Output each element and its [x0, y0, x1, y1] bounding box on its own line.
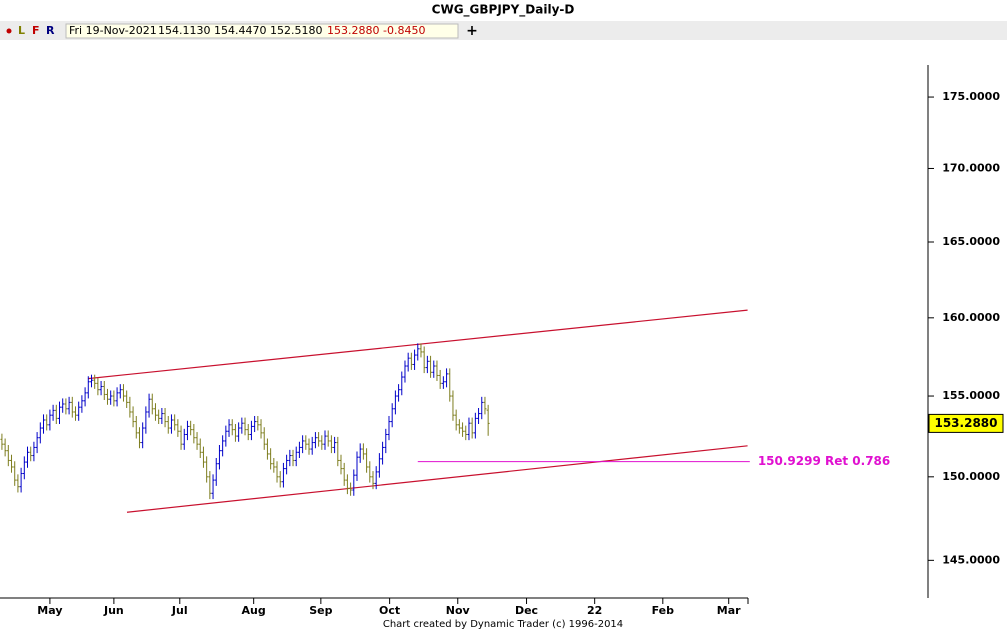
quote-low: 152.5180 [270, 24, 323, 37]
toolbar-button[interactable]: R [46, 24, 55, 37]
quote-close: 153.2880 [327, 24, 380, 37]
x-tick-label: Aug [242, 604, 266, 617]
x-tick-label: Feb [652, 604, 675, 617]
add-button[interactable]: + [466, 23, 478, 39]
y-tick-label: 170.0000 [942, 161, 1000, 174]
trend-line [126, 445, 748, 513]
x-tick-label: May [37, 604, 62, 617]
x-tick-label: Sep [309, 604, 332, 617]
quote-change: -0.8450 [383, 24, 425, 37]
x-tick-label: Nov [446, 604, 471, 617]
x-tick-label: Mar [717, 604, 741, 617]
last-price-label: 153.2880 [934, 416, 997, 430]
toolbar-button[interactable]: L [18, 24, 25, 37]
y-tick-label: 155.0000 [942, 389, 1000, 402]
x-tick-label: Oct [379, 604, 400, 617]
x-tick-label: Jun [103, 604, 124, 617]
x-tick-label: Dec [515, 604, 538, 617]
quote-open: 154.1130 [158, 24, 211, 37]
quote-high: 154.4470 [214, 24, 267, 37]
chart-title: CWG_GBPJPY_Daily-D [432, 3, 575, 18]
quote-date: Fri 19-Nov-2021 [69, 24, 157, 37]
y-tick-label: 175.0000 [942, 90, 1000, 103]
x-tick-label: 22 [587, 604, 602, 617]
footer: Chart created by Dynamic Trader (c) 1996… [383, 619, 623, 630]
y-tick-label: 160.0000 [942, 311, 1000, 324]
last-price-box [928, 413, 1004, 433]
y-tick-label: 150.0000 [942, 470, 1000, 483]
y-tick-label: 165.0000 [942, 235, 1000, 248]
toolbar-button[interactable]: F [32, 24, 40, 37]
status-dot [6, 28, 12, 34]
retracement-label: 150.9299 Ret 0.786 [758, 454, 890, 468]
x-tick-label: Jul [171, 604, 188, 617]
y-tick-label: 145.0000 [942, 553, 1000, 566]
quote-box [65, 23, 459, 39]
